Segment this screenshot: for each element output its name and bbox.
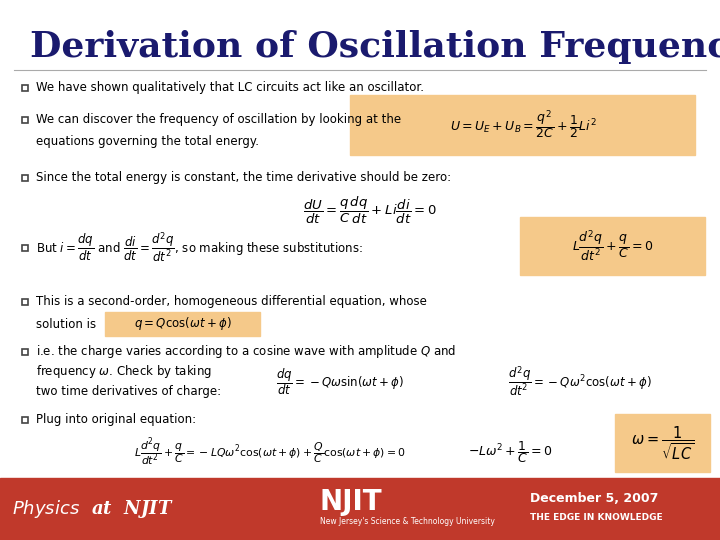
Bar (22, 299, 28, 305)
Text: This is a second-order, homogeneous differential equation, whose: This is a second-order, homogeneous diff… (36, 295, 427, 308)
Bar (22, 245, 28, 251)
Text: $U=U_E+U_B=\dfrac{q^2}{2C}+\dfrac{1}{2}Li^2$: $U=U_E+U_B=\dfrac{q^2}{2C}+\dfrac{1}{2}L… (449, 109, 596, 141)
Text: THE EDGE IN KNOWLEDGE: THE EDGE IN KNOWLEDGE (530, 514, 662, 523)
Text: We have shown qualitatively that LC circuits act like an oscillator.: We have shown qualitatively that LC circ… (36, 82, 424, 94)
Bar (22, 175, 28, 181)
Text: New Jersey's Science & Technology University: New Jersey's Science & Technology Univer… (320, 517, 495, 526)
Bar (22, 117, 28, 123)
Text: two time derivatives of charge:: two time derivatives of charge: (36, 386, 221, 399)
Bar (105, 312, 260, 336)
Text: $q=Q\cos(\omega t+\phi)$: $q=Q\cos(\omega t+\phi)$ (134, 315, 232, 333)
Text: Since the total energy is constant, the time derivative should be zero:: Since the total energy is constant, the … (36, 172, 451, 185)
Bar (615, 414, 710, 472)
Text: But $i=\dfrac{dq}{dt}$ and $\dfrac{di}{dt}=\dfrac{d^2q}{dt^2}$, so making these : But $i=\dfrac{dq}{dt}$ and $\dfrac{di}{d… (36, 231, 363, 265)
Text: Plug into original equation:: Plug into original equation: (36, 414, 196, 427)
Text: We can discover the frequency of oscillation by looking at the: We can discover the frequency of oscilla… (36, 113, 401, 126)
Text: frequency $\omega$. Check by taking: frequency $\omega$. Check by taking (36, 363, 212, 381)
Text: $\dfrac{dU}{dt}=\dfrac{q}{C}\dfrac{dq}{dt}+Li\dfrac{di}{dt}=0$: $\dfrac{dU}{dt}=\dfrac{q}{C}\dfrac{dq}{d… (303, 194, 437, 226)
Bar (22, 417, 28, 423)
Bar (0, 478, 720, 540)
Bar (350, 95, 695, 155)
Text: $\dfrac{d^2q}{dt^2}=-Q\omega^2\cos(\omega t+\phi)$: $\dfrac{d^2q}{dt^2}=-Q\omega^2\cos(\omeg… (508, 364, 652, 399)
Text: $L\dfrac{d^2q}{dt^2}+\dfrac{q}{C}=-LQ\omega^2\cos(\omega t+\phi)+\dfrac{Q}{C}\co: $L\dfrac{d^2q}{dt^2}+\dfrac{q}{C}=-LQ\om… (134, 436, 406, 468)
Text: Derivation of Oscillation Frequency: Derivation of Oscillation Frequency (30, 30, 720, 64)
Text: December 5, 2007: December 5, 2007 (530, 491, 658, 504)
Text: $-L\omega^2+\dfrac{1}{C}=0$: $-L\omega^2+\dfrac{1}{C}=0$ (468, 439, 552, 465)
Text: $\dfrac{dq}{dt}=-Q\omega\sin(\omega t+\phi)$: $\dfrac{dq}{dt}=-Q\omega\sin(\omega t+\p… (276, 367, 404, 397)
Bar (520, 217, 705, 275)
Bar (22, 85, 28, 91)
Text: $\omega=\dfrac{1}{\sqrt{LC}}$: $\omega=\dfrac{1}{\sqrt{LC}}$ (631, 424, 695, 462)
Bar (22, 349, 28, 355)
Text: $\mathit{Physics}$  at  NJIT: $\mathit{Physics}$ at NJIT (12, 498, 174, 520)
Text: $L\dfrac{d^2q}{dt^2}+\dfrac{q}{C}=0$: $L\dfrac{d^2q}{dt^2}+\dfrac{q}{C}=0$ (572, 228, 654, 264)
Text: equations governing the total energy.: equations governing the total energy. (36, 136, 259, 148)
Text: i.e. the charge varies according to a cosine wave with amplitude $Q$ and: i.e. the charge varies according to a co… (36, 343, 456, 361)
Text: NJIT: NJIT (320, 488, 382, 516)
Circle shape (672, 482, 720, 538)
Text: solution is: solution is (36, 318, 96, 330)
